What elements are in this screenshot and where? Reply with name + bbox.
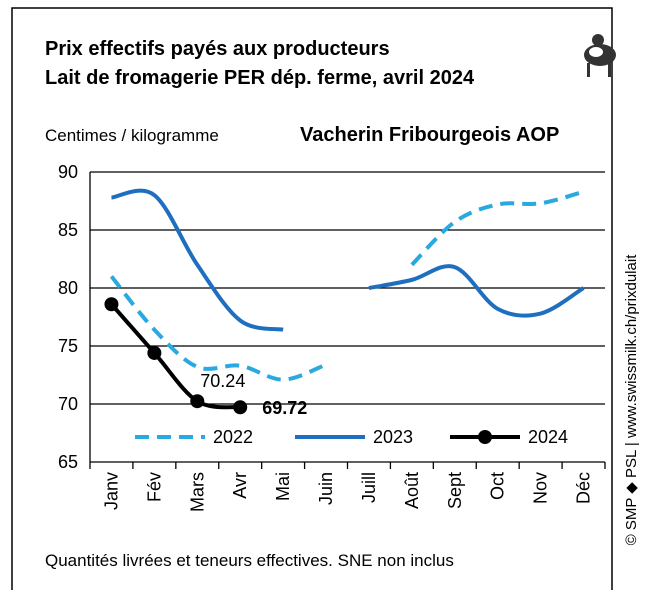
x-tick-label: Août <box>402 472 422 509</box>
x-tick-label: Fév <box>144 472 164 502</box>
series-line <box>111 192 583 380</box>
series-line <box>111 191 583 330</box>
marker <box>104 297 118 311</box>
data-label: 70.24 <box>200 371 245 391</box>
x-tick-label: Déc <box>574 472 594 504</box>
data-label: 69.72 <box>262 398 307 418</box>
x-tick-label: Nov <box>531 472 551 504</box>
x-tick-label: Sept <box>445 472 465 509</box>
legend-marker <box>478 430 492 444</box>
marker <box>147 346 161 360</box>
marker <box>190 394 204 408</box>
y-tick-label: 70 <box>58 394 78 414</box>
legend-label: 2024 <box>528 427 568 447</box>
chart-subtitle: Lait de fromagerie PER dép. ferme, avril… <box>45 67 475 89</box>
x-tick-label: Janv <box>101 472 121 510</box>
footnote: Quantités livrées et teneurs effectives.… <box>45 551 454 570</box>
chart-title: Prix effectifs payés aux producteurs <box>45 38 390 60</box>
y-tick-label: 90 <box>58 162 78 182</box>
legend-label: 2023 <box>373 427 413 447</box>
x-tick-label: Mai <box>273 472 293 501</box>
chart: Prix effectifs payés aux producteurs Lai… <box>0 0 648 590</box>
x-tick-label: Mars <box>187 472 207 512</box>
x-tick-label: Juin <box>316 472 336 505</box>
x-tick-label: Oct <box>488 472 508 500</box>
series-line <box>111 304 240 407</box>
y-tick-label: 75 <box>58 336 78 356</box>
legend-label: 2022 <box>213 427 253 447</box>
cow-icon <box>584 34 616 77</box>
y-axis-label: Centimes / kilogramme <box>45 126 219 145</box>
x-tick-label: Avr <box>230 472 250 499</box>
x-tick-label: Juill <box>359 472 379 503</box>
product-name: Vacherin Fribourgeois AOP <box>300 124 559 146</box>
marker <box>233 400 247 414</box>
y-tick-label: 80 <box>58 278 78 298</box>
y-tick-label: 65 <box>58 452 78 472</box>
source: © SMP ◆ PSL | www.swissmilk.ch/prixdulai… <box>623 254 640 546</box>
y-tick-label: 85 <box>58 220 78 240</box>
